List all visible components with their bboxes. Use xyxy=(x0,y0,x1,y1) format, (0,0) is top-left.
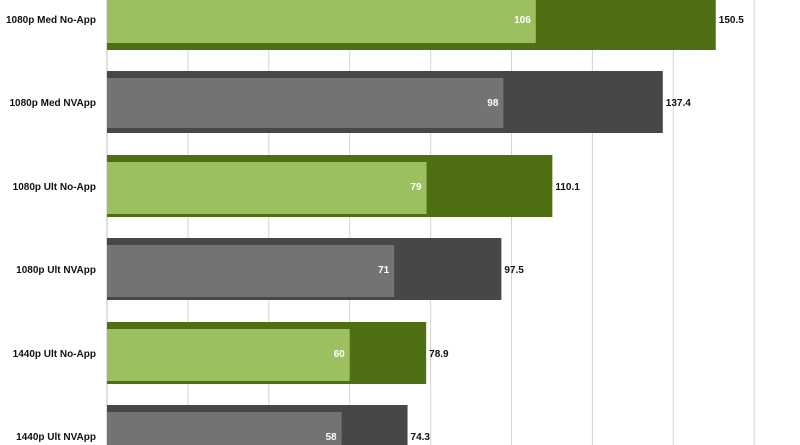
bar-inner xyxy=(107,78,504,128)
data-label-outer: 78.9 xyxy=(429,349,449,360)
data-label-inner: 60 xyxy=(334,349,346,360)
data-label-outer: 137.4 xyxy=(666,98,691,109)
bar-inner xyxy=(107,245,395,297)
data-label-outer: 110.1 xyxy=(555,182,580,193)
category-label: 1440p Ult NVApp xyxy=(16,432,96,443)
category-label: 1440p Ult No-App xyxy=(13,349,96,360)
data-label-inner: 58 xyxy=(325,432,337,443)
labels: 1080p Med No-App 150.5 106 1080p Med NVApp 1… xyxy=(6,15,744,443)
category-label: 1080p Ult NVApp xyxy=(16,265,96,276)
bar-inner xyxy=(107,162,427,214)
bars xyxy=(107,0,716,445)
category-label: 1080p Med No-App xyxy=(6,15,96,26)
data-label-inner: 79 xyxy=(410,182,422,193)
data-label-inner: 71 xyxy=(378,265,390,276)
category-label: 1080p Ult No-App xyxy=(13,182,96,193)
bar-inner xyxy=(107,412,342,445)
category-label: 1080p Med NVApp xyxy=(10,98,97,109)
data-label-outer: 97.5 xyxy=(504,265,524,276)
bar-inner xyxy=(107,0,536,43)
data-label-inner: 106 xyxy=(514,15,531,26)
data-label-outer: 74.3 xyxy=(411,432,431,443)
data-label-outer: 150.5 xyxy=(719,15,744,26)
data-label-inner: 98 xyxy=(487,98,499,109)
bar-inner xyxy=(107,329,350,381)
